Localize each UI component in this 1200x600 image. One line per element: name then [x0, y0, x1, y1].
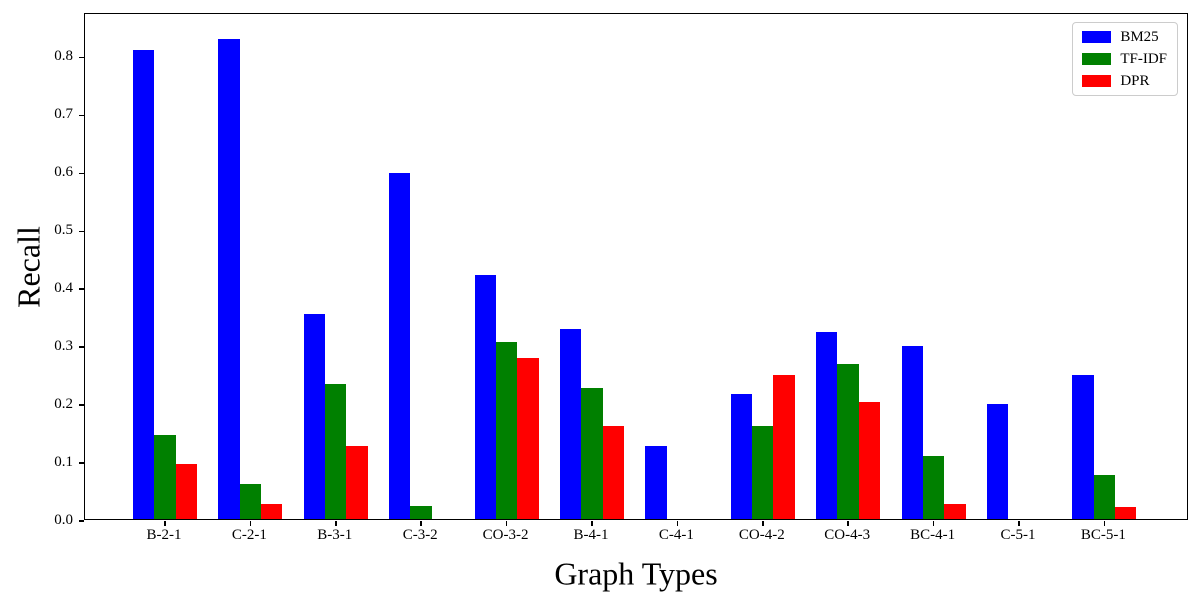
y-tick-mark: [78, 114, 84, 117]
y-tick-mark: [78, 462, 84, 464]
bar-dpr-bc-5-1: [1115, 507, 1137, 519]
x-tick-mark: [505, 520, 508, 526]
bar-tf-idf-co-4-3: [837, 363, 859, 519]
bar-tf-idf-c-2-1: [239, 484, 262, 519]
bar-bm25-bc-5-1: [1072, 374, 1094, 519]
bar-bm25-bc-4-1: [901, 345, 923, 519]
bar-bm25-co-4-3: [816, 332, 838, 519]
legend-label-tf-idf: TF-IDF: [1120, 51, 1167, 67]
y-tick-label-0.2: 0.2: [54, 396, 73, 413]
y-tick-label-0.3: 0.3: [54, 338, 73, 355]
bar-bm25-co-3-2: [474, 274, 496, 519]
legend-swatch-dpr: [1082, 75, 1112, 87]
bar-bm25-co-4-2: [730, 394, 753, 519]
x-tick-label-c-2-1: C-2-1: [231, 527, 267, 543]
legend-swatch-bm25: [1082, 31, 1112, 43]
x-tick-label-bc-5-1: BC-5-1: [1080, 527, 1126, 543]
bar-bm25-b-3-1: [303, 313, 326, 519]
bar-tf-idf-co-3-2: [495, 341, 518, 519]
bar-dpr-co-4-3: [858, 402, 881, 519]
bar-bm25-b-4-1: [559, 328, 582, 519]
y-tick-label-0.0: 0.0: [54, 512, 73, 528]
x-axis-label: Graph Types: [554, 555, 718, 592]
bar-group-C-5-1: [986, 14, 1051, 519]
y-tick-mark: [78, 346, 84, 348]
bar-group-BC-5-1: [1072, 14, 1137, 519]
bar-bm25-c-3-2: [389, 172, 411, 519]
x-tick-label-co-4-3: CO-4-3: [824, 527, 871, 543]
x-tick-label-b-2-1: B-2-1: [146, 527, 182, 543]
bar-bm25-b-2-1: [132, 50, 155, 519]
bar-dpr-co-4-2: [773, 374, 795, 519]
x-tick-label-b-4-1: B-4-1: [573, 527, 609, 543]
bar-tf-idf-c-3-2: [410, 506, 432, 519]
x-tick-mark: [932, 520, 935, 526]
x-tick-mark: [676, 520, 679, 526]
y-tick-mark: [78, 288, 84, 290]
bar-group-C-2-1: [218, 14, 283, 519]
bar-bm25-c-5-1: [986, 403, 1009, 519]
bar-group-C-4-1: [645, 14, 709, 519]
x-tick-label-c-5-1: C-5-1: [1000, 527, 1036, 543]
bar-tf-idf-co-4-2: [752, 425, 774, 519]
y-tick-mark: [78, 56, 84, 59]
bar-dpr-co-3-2: [517, 357, 539, 519]
y-tick-label-0.4: 0.4: [54, 280, 73, 297]
bar-group-CO-4-3: [816, 14, 881, 519]
y-tick-mark: [78, 172, 84, 175]
bar-group-C-3-2: [389, 14, 453, 519]
bar-group-BC-4-1: [901, 14, 966, 519]
x-tick-label-c-3-2: C-3-2: [402, 527, 438, 543]
y-tick-label-0.6: 0.6: [54, 164, 73, 181]
bar-dpr-b-2-1: [175, 464, 198, 519]
bar-group-B-4-1: [559, 14, 625, 519]
bar-bm25-c-4-1: [645, 446, 667, 519]
x-tick-mark: [1103, 520, 1106, 526]
bar-tf-idf-b-2-1: [154, 435, 176, 519]
x-tick-label-c-4-1: C-4-1: [658, 527, 694, 543]
bar-dpr-c-2-1: [261, 504, 283, 519]
y-tick-label-0.1: 0.1: [54, 454, 73, 471]
bar-tf-idf-b-3-1: [325, 383, 347, 519]
bar-dpr-bc-4-1: [944, 504, 966, 519]
bar-dpr-b-3-1: [346, 446, 368, 519]
legend-label-dpr: DPR: [1120, 73, 1150, 89]
x-tick-mark: [591, 520, 593, 526]
plot-area: BM25 TF-IDF DPR: [78, 13, 1188, 526]
legend-swatch-tf-idf: [1082, 53, 1112, 65]
x-tick-mark: [164, 520, 166, 526]
legend-item-tf-idf: TF-IDF: [1082, 51, 1167, 67]
bar-group-B-2-1: [132, 14, 198, 519]
y-tick-label-0.5: 0.5: [54, 222, 73, 239]
bar-bm25-c-2-1: [218, 38, 240, 519]
bar-group-CO-3-2: [474, 14, 539, 519]
x-tick-mark: [1018, 520, 1020, 526]
legend: BM25 TF-IDF DPR: [1072, 22, 1178, 96]
bar-dpr-b-4-1: [602, 425, 625, 519]
x-tick-mark: [762, 520, 764, 526]
legend-item-dpr: DPR: [1082, 73, 1167, 89]
x-tick-label-co-4-2: CO-4-2: [738, 527, 785, 543]
x-tick-label-b-3-1: B-3-1: [317, 527, 353, 543]
y-tick-mark: [78, 520, 84, 522]
x-tick-mark: [420, 520, 422, 526]
bar-tf-idf-bc-5-1: [1093, 475, 1116, 519]
y-tick-label-0.8: 0.8: [54, 48, 73, 65]
bar-tf-idf-b-4-1: [581, 388, 603, 519]
bar-tf-idf-bc-4-1: [922, 456, 945, 519]
x-tick-label-bc-4-1: BC-4-1: [910, 527, 956, 543]
y-tick-label-0.7: 0.7: [54, 106, 73, 123]
bar-group-CO-4-2: [730, 14, 795, 519]
y-tick-mark: [78, 230, 84, 233]
bar-group-B-3-1: [303, 14, 368, 519]
legend-label-bm25: BM25: [1120, 29, 1159, 45]
x-tick-mark: [335, 520, 337, 526]
x-tick-mark: [847, 520, 849, 526]
legend-item-bm25: BM25: [1082, 29, 1167, 45]
x-tick-mark: [249, 520, 252, 526]
y-tick-mark: [78, 404, 84, 406]
x-tick-label-co-3-2: CO-3-2: [482, 527, 529, 543]
